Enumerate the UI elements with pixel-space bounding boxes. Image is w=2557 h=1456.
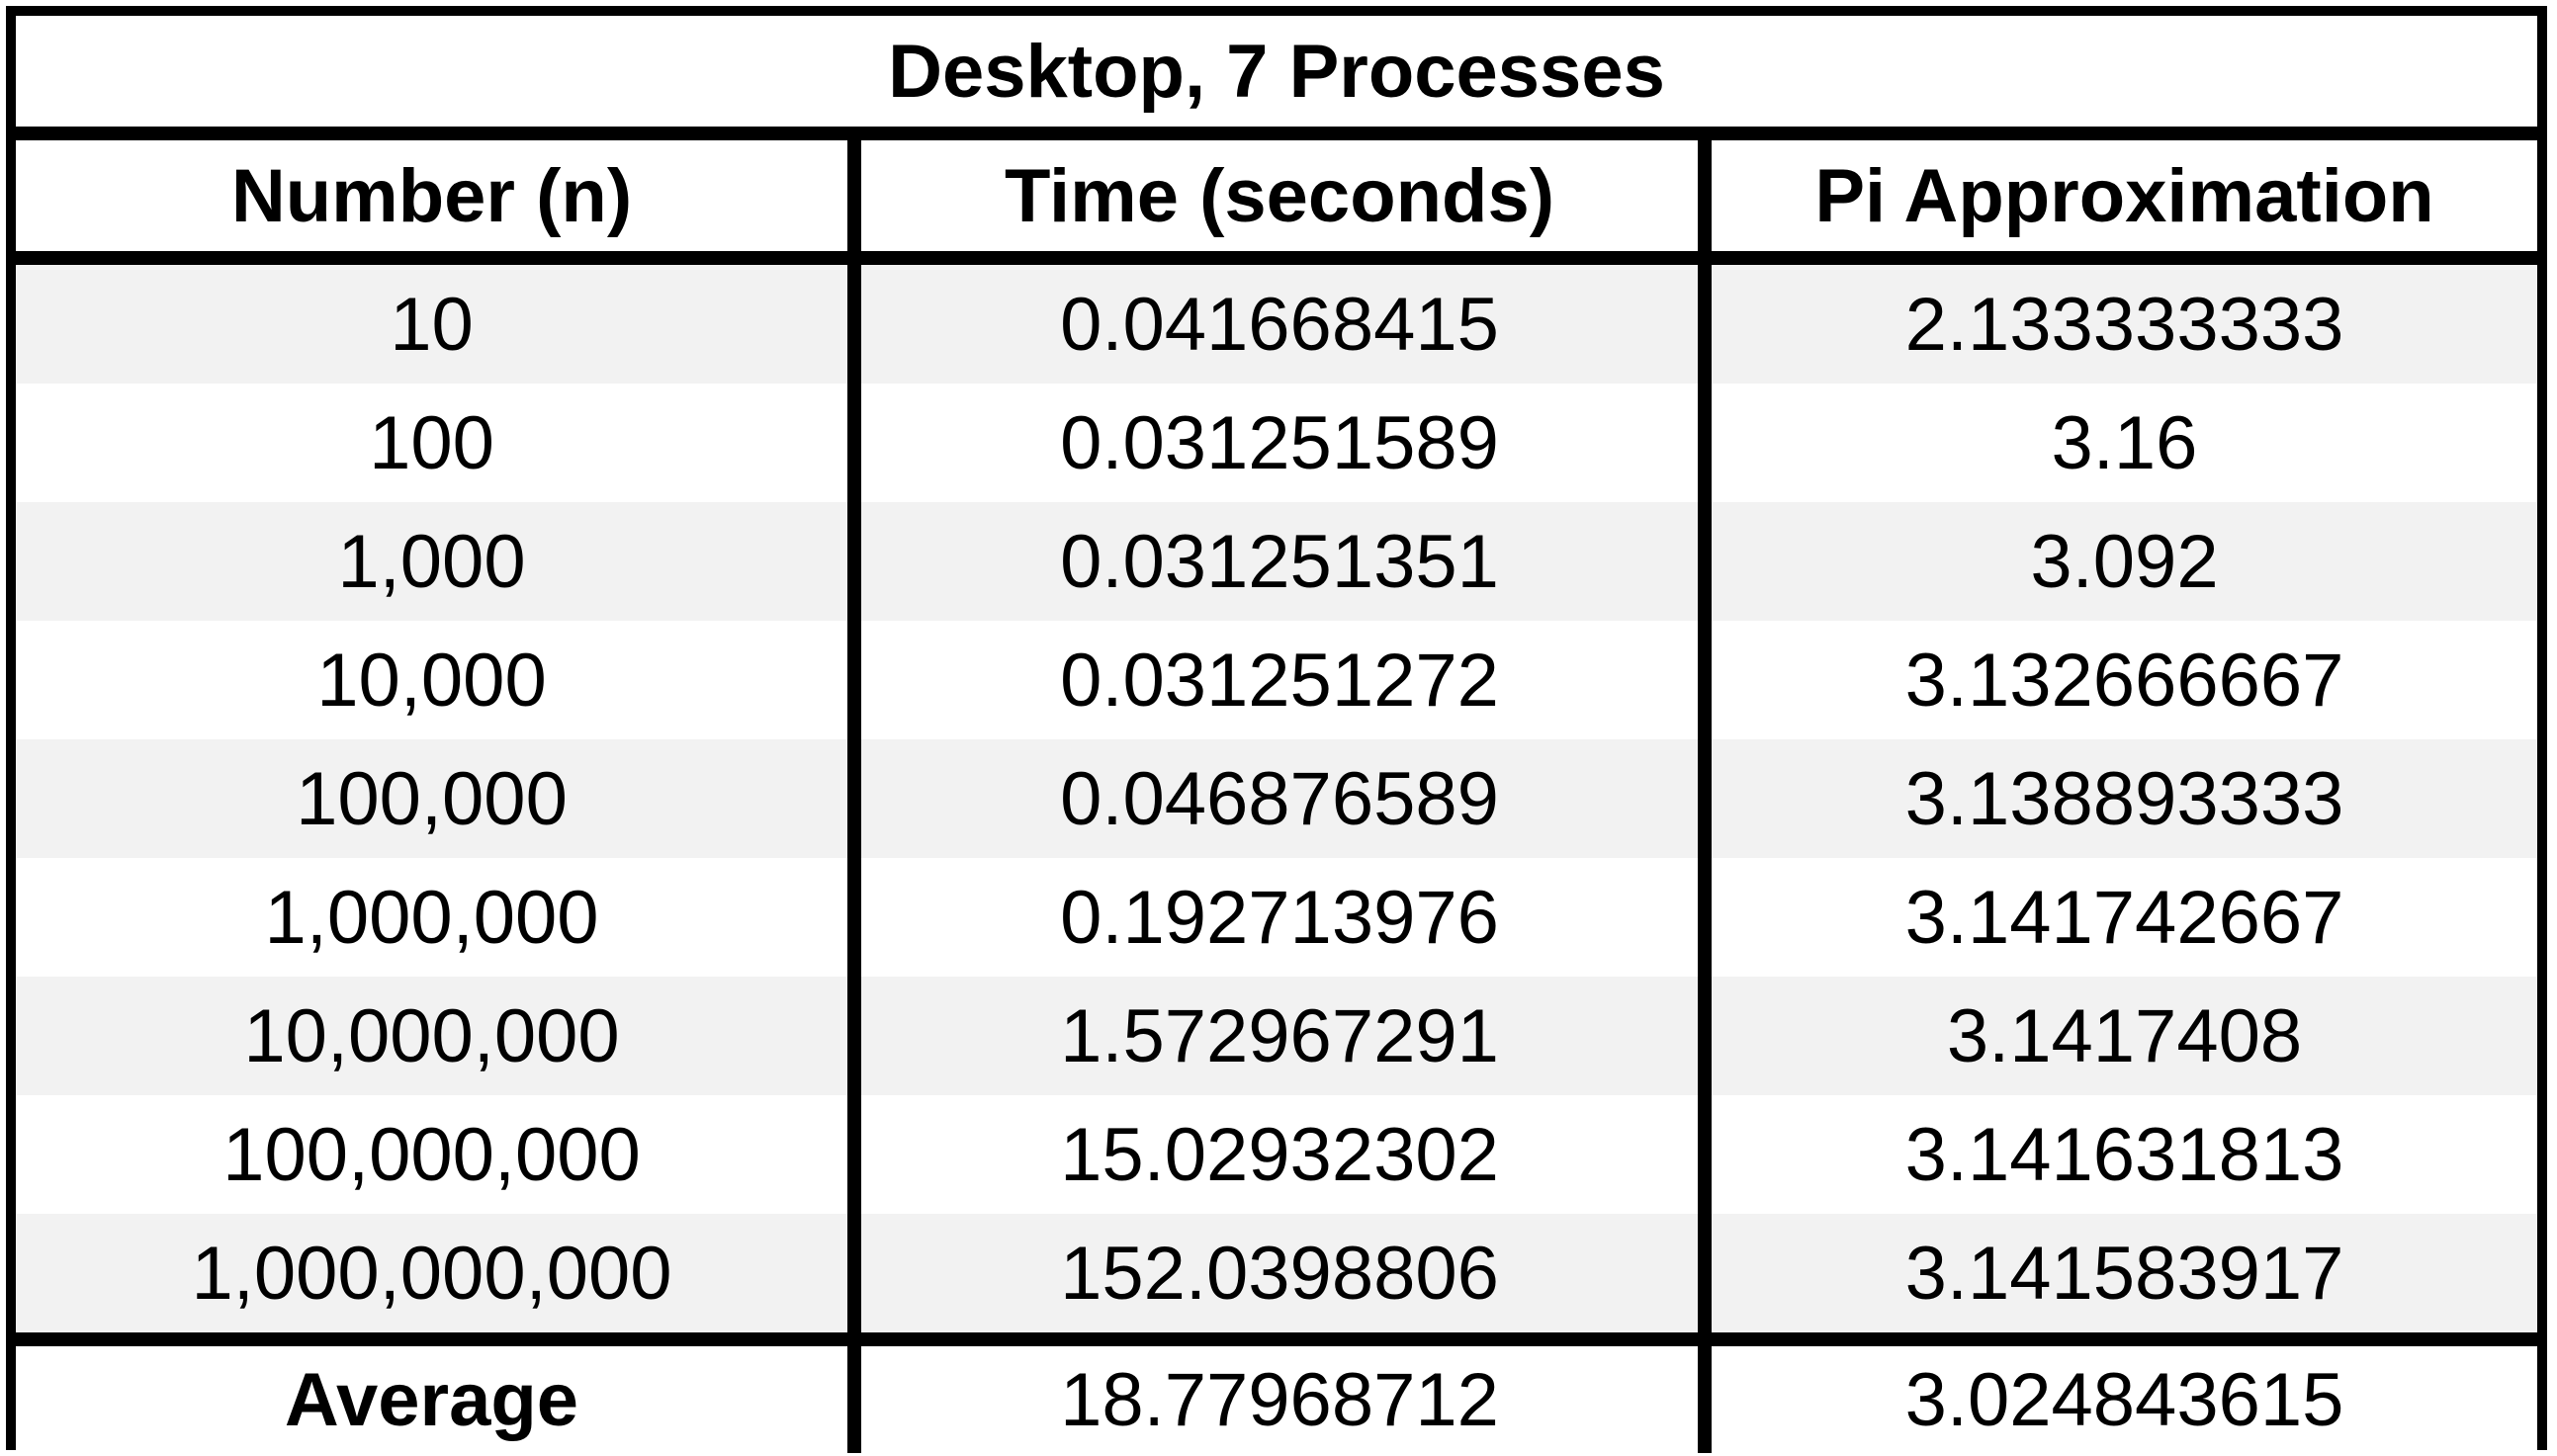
cell-pi: 3.16 xyxy=(1698,384,2537,502)
cell-number: 100,000 xyxy=(16,739,854,858)
average-row: Average 18.77968712 3.024843615 xyxy=(16,1339,2537,1453)
column-header-time: Time (seconds) xyxy=(847,140,1705,265)
table-title: Desktop, 7 Processes xyxy=(16,16,2537,140)
cell-time: 1.572967291 xyxy=(847,977,1705,1095)
header-row: Number (n) Time (seconds) Pi Approximati… xyxy=(16,140,2537,265)
cell-time: 0.046876589 xyxy=(847,739,1705,858)
cell-pi: 3.141742667 xyxy=(1698,858,2537,977)
average-label: Average xyxy=(16,1339,854,1453)
cell-time: 0.031251351 xyxy=(847,502,1705,621)
column-header-number: Number (n) xyxy=(16,140,854,265)
table-row: 10 0.041668415 2.133333333 xyxy=(16,258,2537,384)
table-row: 1,000,000 0.192713976 3.141742667 xyxy=(16,858,2537,977)
cell-number: 1,000,000 xyxy=(16,858,854,977)
cell-pi: 3.1417408 xyxy=(1698,977,2537,1095)
cell-pi: 2.133333333 xyxy=(1698,258,2537,384)
table-row: 1,000 0.031251351 3.092 xyxy=(16,502,2537,621)
cell-number: 100 xyxy=(16,384,854,502)
cell-pi: 3.092 xyxy=(1698,502,2537,621)
cell-time: 0.031251272 xyxy=(847,621,1705,739)
table-row: 1,000,000,000 152.0398806 3.141583917 xyxy=(16,1214,2537,1346)
cell-pi: 3.141583917 xyxy=(1698,1214,2537,1346)
results-table-frame: Desktop, 7 Processes Number (n) Time (se… xyxy=(6,6,2547,1453)
cell-pi: 3.132666667 xyxy=(1698,621,2537,739)
average-time: 18.77968712 xyxy=(847,1339,1705,1453)
table-row: 10,000,000 1.572967291 3.1417408 xyxy=(16,977,2537,1095)
results-table: Number (n) Time (seconds) Pi Approximati… xyxy=(16,140,2537,1453)
cell-pi: 3.141631813 xyxy=(1698,1095,2537,1214)
cell-pi: 3.138893333 xyxy=(1698,739,2537,858)
cell-number: 10 xyxy=(16,258,854,384)
cell-number: 100,000,000 xyxy=(16,1095,854,1214)
table-body: 10 0.041668415 2.133333333 100 0.031251589 3.… xyxy=(16,258,2537,1346)
cell-number: 10,000,000 xyxy=(16,977,854,1095)
table-row: 100,000 0.046876589 3.138893333 xyxy=(16,739,2537,858)
cell-time: 0.041668415 xyxy=(847,258,1705,384)
cell-number: 10,000 xyxy=(16,621,854,739)
cell-number: 1,000 xyxy=(16,502,854,621)
cell-time: 15.02932302 xyxy=(847,1095,1705,1214)
cell-time: 152.0398806 xyxy=(847,1214,1705,1346)
table-row: 100,000,000 15.02932302 3.141631813 xyxy=(16,1095,2537,1214)
column-header-pi: Pi Approximation xyxy=(1698,140,2537,265)
table-row: 100 0.031251589 3.16 xyxy=(16,384,2537,502)
cell-number: 1,000,000,000 xyxy=(16,1214,854,1346)
cell-time: 0.192713976 xyxy=(847,858,1705,977)
table-row: 10,000 0.031251272 3.132666667 xyxy=(16,621,2537,739)
average-pi: 3.024843615 xyxy=(1698,1339,2537,1453)
cell-time: 0.031251589 xyxy=(847,384,1705,502)
